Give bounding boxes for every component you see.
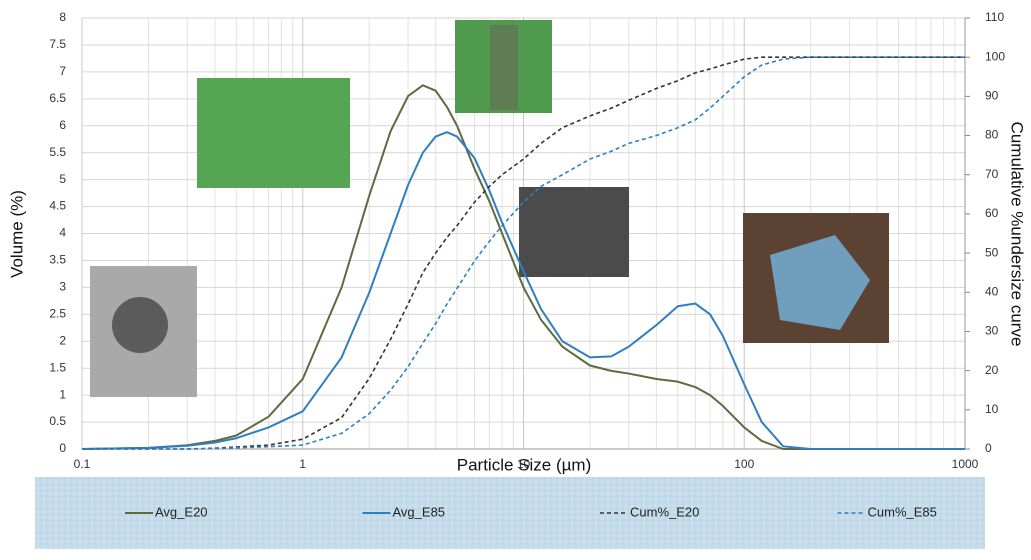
y2-tick-label: 20 [985,363,999,377]
y-tick-label: 3 [59,280,66,294]
y-tick-label: 7.5 [49,37,66,51]
photo-particles [112,297,168,353]
legend: Avg_E20 Avg_E85 Cum%_E20 Cum%_E85 [125,504,937,519]
series-line [82,56,965,450]
legend-box [35,477,985,549]
y2-tick-label: 30 [985,324,999,338]
x-tick-label: 100 [734,457,754,471]
y2-tick-label: 50 [985,245,999,259]
y-tick-label: 0.5 [49,414,66,428]
y2-tick-label: 110 [985,10,1004,24]
photo-sem [519,187,629,277]
y-tick-label: 4.5 [49,199,66,213]
y2-tick-label: 40 [985,284,999,298]
y2-axis-title: Cumulative %undersize curve [1008,122,1027,347]
y2-tick-label: 90 [985,89,999,103]
y2-tick-label: 10 [985,402,999,416]
inset-photos [90,20,889,397]
y-tick-label: 6.5 [49,91,66,105]
plot-area [81,56,965,450]
y-tick-label: 1 [59,387,66,401]
y-tick-label: 0 [59,441,66,455]
x-tick-label: 0.1 [74,457,91,471]
y2-tick-label: 100 [985,49,1005,63]
y-tick-label: 5 [59,172,66,186]
x-tick-label: 1000 [952,457,979,471]
y-tick-label: 6 [59,118,66,132]
x-axis-title: Particle Size (µm) [457,455,591,474]
y-tick-label: 2 [59,333,66,347]
y-tick-label: 2.5 [49,306,66,320]
photo-green [197,78,350,188]
y-tick-label: 5.5 [49,145,66,159]
y-tick-label: 8 [59,10,66,24]
y2-tick-label: 60 [985,206,999,220]
y-axis-title: Volume (%) [7,190,26,278]
series-line [81,131,965,450]
y-tick-label: 3.5 [49,253,66,267]
photo-rock-blue [770,235,870,330]
legend-label: Avg_E85 [393,504,446,519]
legend-label: Avg_E20 [155,504,208,519]
y-tick-label: 7 [59,64,66,78]
legend-label: Cum%_E85 [868,504,937,519]
y2-tick-label: 70 [985,167,999,181]
x-tick-label: 10 [517,457,531,471]
series-line [81,84,965,450]
legend-label: Cum%_E20 [630,504,699,519]
y-tick-label: 1.5 [49,360,66,374]
y2-tick-label: 80 [985,128,999,142]
y-tick-label: 4 [59,226,66,240]
x-tick-label: 1 [299,457,306,471]
y2-tick-label: 0 [985,441,992,455]
photo-strand [490,25,518,110]
